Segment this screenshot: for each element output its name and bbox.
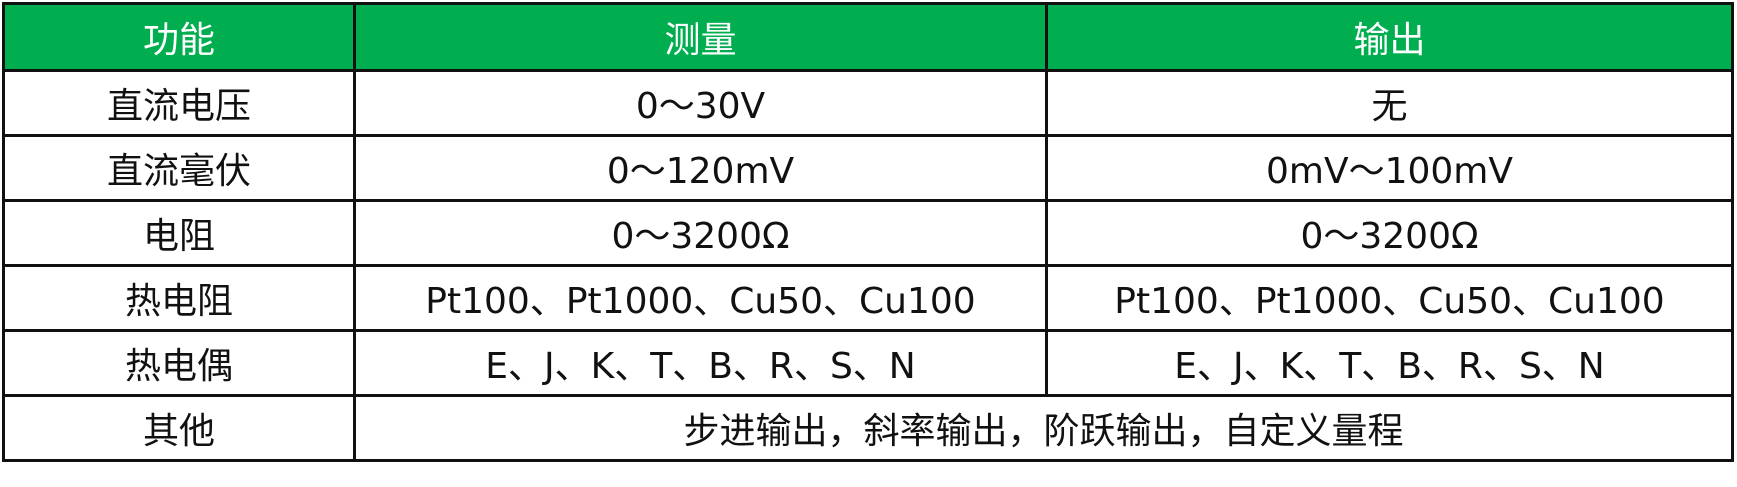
measure-cell: 0～120mV: [353, 134, 1048, 202]
measure-cell: 0～3200Ω: [353, 199, 1048, 267]
header-function: 功能: [2, 2, 356, 72]
function-cell: 热电阻: [2, 264, 356, 332]
table-row-other: 其他 步进输出，斜率输出，阶跃输出，自定义量程: [2, 394, 1734, 462]
function-cell: 直流电压: [2, 69, 356, 137]
table-row: 热电阻 Pt100、Pt1000、Cu50、Cu100 Pt100、Pt1000…: [2, 264, 1734, 332]
table-row: 直流电压 0～30V 无: [2, 69, 1734, 137]
output-cell: Pt100、Pt1000、Cu50、Cu100: [1045, 264, 1734, 332]
table-row: 电阻 0～3200Ω 0～3200Ω: [2, 199, 1734, 267]
output-cell: 无: [1045, 69, 1734, 137]
header-output: 输出: [1045, 2, 1734, 72]
header-row: 功能 测量 输出: [2, 2, 1734, 72]
function-cell: 热电偶: [2, 329, 356, 397]
output-cell: E、J、K、T、B、R、S、N: [1045, 329, 1734, 397]
function-cell: 直流毫伏: [2, 134, 356, 202]
function-cell: 电阻: [2, 199, 356, 267]
spec-table: 功能 测量 输出 直流电压 0～30V 无 直流毫伏 0～120mV 0mV～1…: [2, 2, 1734, 462]
measure-cell: E、J、K、T、B、R、S、N: [353, 329, 1048, 397]
other-value-cell: 步进输出，斜率输出，阶跃输出，自定义量程: [353, 394, 1734, 462]
measure-cell: Pt100、Pt1000、Cu50、Cu100: [353, 264, 1048, 332]
measure-cell: 0～30V: [353, 69, 1048, 137]
table-row: 直流毫伏 0～120mV 0mV～100mV: [2, 134, 1734, 202]
output-cell: 0～3200Ω: [1045, 199, 1734, 267]
function-cell: 其他: [2, 394, 356, 462]
table-row: 热电偶 E、J、K、T、B、R、S、N E、J、K、T、B、R、S、N: [2, 329, 1734, 397]
output-cell: 0mV～100mV: [1045, 134, 1734, 202]
header-measure: 测量: [353, 2, 1048, 72]
